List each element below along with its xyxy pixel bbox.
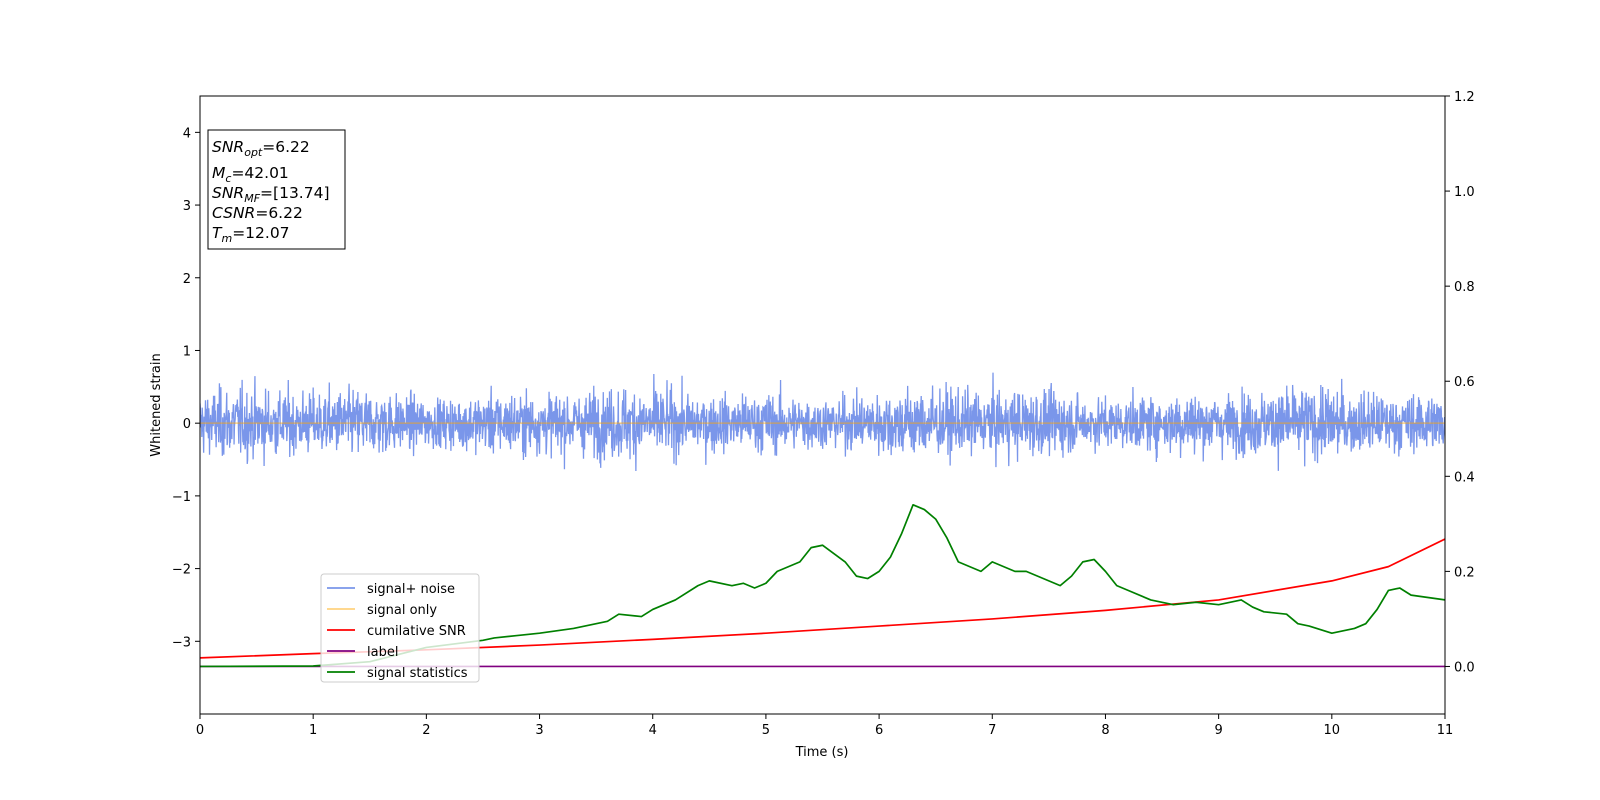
annotation-csnr: CSNR=6.22 bbox=[212, 204, 303, 222]
x-tick-label: 1 bbox=[309, 723, 317, 738]
annotation-mc: Mc=42.01 bbox=[212, 164, 289, 185]
y-right-tick-label: 0.6 bbox=[1454, 375, 1475, 390]
x-tick-label: 0 bbox=[196, 723, 204, 738]
y-right-tick-label: 1.0 bbox=[1454, 185, 1475, 200]
annotation-snr-mf-sub: MF bbox=[244, 192, 260, 205]
y-left-tick-label: 0 bbox=[183, 417, 191, 432]
x-axis-title: Time (s) bbox=[795, 745, 849, 760]
annotation-snr-mf: SNRMF=[13.74] bbox=[212, 184, 330, 205]
y-right-tick-label: 1.2 bbox=[1454, 90, 1475, 105]
y-axis-title: Whitened strain bbox=[149, 353, 164, 456]
series-signal-statistics-line bbox=[200, 503, 1445, 668]
x-tick-label: 2 bbox=[422, 723, 430, 738]
x-tick-label: 4 bbox=[649, 723, 657, 738]
x-tick-label: 3 bbox=[535, 723, 543, 738]
annotation-snr-mf-base: SNR bbox=[212, 184, 244, 202]
y-right-tick-label: 0.4 bbox=[1454, 470, 1475, 485]
annotation-snr-opt-base: SNR bbox=[212, 138, 244, 156]
legend-label-text: signal+ noise bbox=[367, 582, 455, 597]
x-tick-label: 8 bbox=[1101, 723, 1109, 738]
annotation-tm-value: =12.07 bbox=[232, 224, 289, 242]
y-left-tick-label: −2 bbox=[172, 563, 191, 578]
annotation-snr-opt-value: =6.22 bbox=[262, 138, 310, 156]
x-tick-label: 5 bbox=[762, 723, 770, 738]
legend-label-text: cumilative SNR bbox=[367, 624, 466, 639]
legend-label-text: signal only bbox=[367, 603, 437, 618]
y-left-tick-label: 2 bbox=[183, 272, 191, 287]
legend-signal-only: signal only bbox=[327, 603, 437, 618]
legend-label-text: signal statistics bbox=[367, 666, 468, 681]
x-tick-label: 11 bbox=[1437, 723, 1454, 738]
annotation-mc-value: =42.01 bbox=[231, 164, 288, 182]
legend-label: label bbox=[327, 645, 398, 660]
annotation-snr-opt: SNRopt=6.22 bbox=[212, 138, 310, 159]
annotation-snr-opt-sub: opt bbox=[244, 146, 263, 159]
legend-cumulative-snr: cumilative SNR bbox=[327, 624, 466, 639]
y-left-tick-label: −1 bbox=[172, 490, 191, 505]
y-left-tick-label: 4 bbox=[183, 126, 191, 141]
stats-annotation: SNRopt=6.22 Mc=42.01 SNRMF=[13.74] CSNR=… bbox=[207, 129, 346, 250]
x-tick-label: 6 bbox=[875, 723, 883, 738]
x-tick-label: 10 bbox=[1324, 723, 1341, 738]
annotation-tm-sub: m bbox=[221, 232, 232, 245]
annotation-frame bbox=[207, 129, 346, 250]
x-tick-label: 7 bbox=[988, 723, 996, 738]
annotation-csnr-base: CSNR bbox=[212, 204, 255, 222]
axes-layer: 0 1 2 3 4 5 6 7 8 9 10 11 −3 −2 −1 0 1 2 3 4 0.0 0.2 0.4 0.6 0.8… bbox=[172, 90, 1475, 738]
y-right-tick-label: 0.2 bbox=[1454, 565, 1475, 580]
annotation-csnr-value: =6.22 bbox=[255, 204, 303, 222]
annotation-tm: Tm=12.07 bbox=[212, 224, 290, 245]
legend-frame bbox=[320, 573, 480, 683]
legend-signal-statistics: signal statistics bbox=[327, 666, 468, 681]
series-signal-noise-line bbox=[200, 372, 1445, 471]
y-right-tick-label: 0.8 bbox=[1454, 280, 1475, 295]
annotation-tm-base: T bbox=[212, 224, 223, 242]
y-left-tick-label: −3 bbox=[172, 635, 191, 650]
y-left-tick-label: 1 bbox=[183, 344, 191, 359]
annotation-mc-base: M bbox=[212, 164, 225, 182]
legend-label-text: label bbox=[367, 645, 398, 660]
annotation-snr-mf-value: =[13.74] bbox=[260, 184, 329, 202]
y-left-tick-label: 3 bbox=[183, 199, 191, 214]
x-tick-label: 9 bbox=[1214, 723, 1222, 738]
plot-frame bbox=[199, 95, 1446, 715]
annotation-mc-sub: c bbox=[225, 172, 231, 185]
legend: signal+ noise signal only cumilative SNR la… bbox=[320, 573, 480, 683]
legend-signal-noise: signal+ noise bbox=[327, 582, 455, 597]
y-right-tick-label: 0.0 bbox=[1454, 660, 1475, 675]
